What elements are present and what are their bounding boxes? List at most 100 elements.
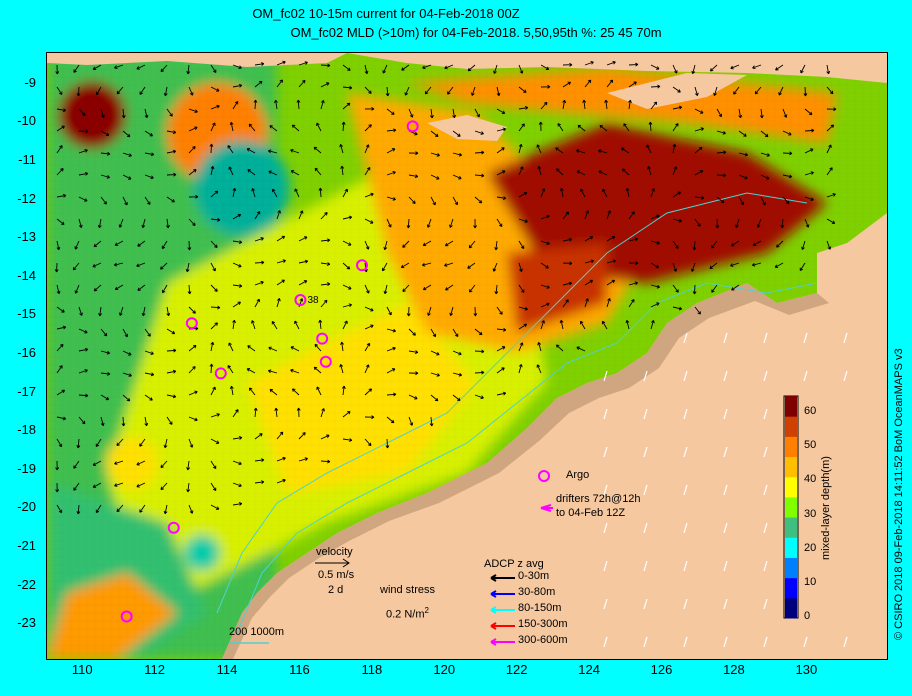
current-arrow (452, 174, 462, 180)
current-arrow (313, 146, 322, 154)
current-arrow (269, 125, 278, 132)
wind-stress-scale: 0.2 N/m2 (386, 606, 429, 621)
current-arrow (296, 99, 301, 110)
current-arrow (444, 262, 454, 267)
velocity-scale-label: 0.5 m/s (318, 569, 355, 581)
current-arrow (738, 108, 743, 119)
current-arrow (826, 64, 831, 75)
current-arrow (227, 365, 234, 374)
argo-legend-marker (538, 470, 550, 482)
current-arrow (540, 214, 550, 220)
current-arrow (78, 218, 83, 228)
current-arrow (253, 99, 258, 110)
current-arrow (342, 102, 351, 110)
current-arrow (694, 218, 701, 227)
current-arrow (562, 281, 573, 286)
current-arrow (804, 148, 814, 154)
current-arrow (518, 240, 525, 250)
argo-float-marker (167, 521, 180, 534)
wind-arrow (683, 370, 688, 382)
current-arrow (518, 64, 524, 74)
current-arrow (452, 196, 459, 206)
drifters-legend-label-2: to 04-Feb 12Z (556, 507, 626, 519)
current-arrow (650, 214, 660, 220)
current-arrow (364, 438, 372, 447)
current-arrow (473, 306, 478, 317)
current-arrow (584, 259, 595, 264)
wind-arrow (643, 636, 648, 648)
current-arrow (606, 235, 616, 242)
current-arrow (122, 196, 128, 206)
current-arrow (628, 81, 637, 88)
current-arrow (276, 259, 286, 264)
argo-float-marker (120, 610, 133, 623)
current-arrow (780, 218, 785, 229)
current-arrow (580, 188, 586, 198)
map-panel[interactable]: 38 (46, 52, 888, 660)
current-arrow (96, 86, 102, 96)
current-arrow (232, 187, 237, 198)
current-arrow (209, 143, 214, 154)
argo-legend-label: Argo (566, 469, 590, 481)
current-arrow (518, 192, 528, 198)
map-canvas: 38 (47, 53, 887, 659)
current-arrow (421, 262, 432, 267)
current-arrow (804, 218, 810, 228)
current-arrow (316, 122, 322, 132)
current-arrow (100, 350, 111, 355)
current-arrow (518, 105, 529, 110)
current-arrow (72, 262, 80, 271)
current-arrow (100, 174, 110, 179)
lesser-sunda-islands (347, 53, 887, 83)
current-arrow (782, 108, 788, 118)
wind-arrow (643, 446, 648, 458)
current-arrow (364, 306, 374, 312)
current-arrow (826, 193, 836, 198)
current-arrow (249, 387, 256, 396)
current-arrow (56, 438, 63, 448)
current-arrow (518, 86, 527, 93)
current-arrow (730, 262, 740, 267)
current-arrow (774, 262, 784, 268)
current-arrow (116, 438, 124, 447)
current-arrow (267, 149, 278, 154)
wind-arrow (603, 598, 608, 610)
current-arrow (430, 328, 437, 338)
current-arrow (598, 170, 608, 176)
current-arrow (113, 262, 124, 267)
adcp-legend-label: 150-300m (518, 618, 568, 630)
current-arrow (386, 108, 395, 115)
current-arrow (342, 240, 352, 246)
adcp-legend-arrow (490, 574, 515, 582)
x-tick-label: 126 (650, 662, 673, 677)
current-arrow (650, 84, 661, 89)
current-arrow (473, 218, 477, 229)
current-arrow (210, 438, 220, 444)
argo-float-marker (406, 120, 419, 133)
current-arrow (562, 211, 570, 220)
current-arrow (114, 482, 124, 487)
current-arrow (116, 86, 124, 95)
current-arrow (562, 99, 567, 110)
current-arrow (188, 306, 196, 314)
current-arrow (186, 64, 191, 75)
current-arrow (672, 240, 679, 249)
current-arrow (141, 306, 146, 317)
current-arrow (650, 64, 660, 70)
current-arrow (56, 343, 64, 352)
current-arrow (166, 348, 177, 353)
current-arrow (341, 121, 346, 132)
current-arrow (139, 504, 146, 513)
current-arrow (804, 171, 814, 176)
current-arrow (496, 327, 507, 332)
current-arrow (56, 193, 67, 198)
current-arrow (430, 350, 440, 356)
colorbar-tick-label: 0 (804, 610, 811, 622)
current-arrow (188, 366, 196, 374)
current-arrow (562, 62, 573, 67)
current-arrow (342, 64, 351, 71)
current-arrow (136, 262, 146, 268)
current-arrow (474, 394, 484, 400)
current-arrow (276, 235, 286, 242)
wind-arrow (723, 636, 728, 648)
